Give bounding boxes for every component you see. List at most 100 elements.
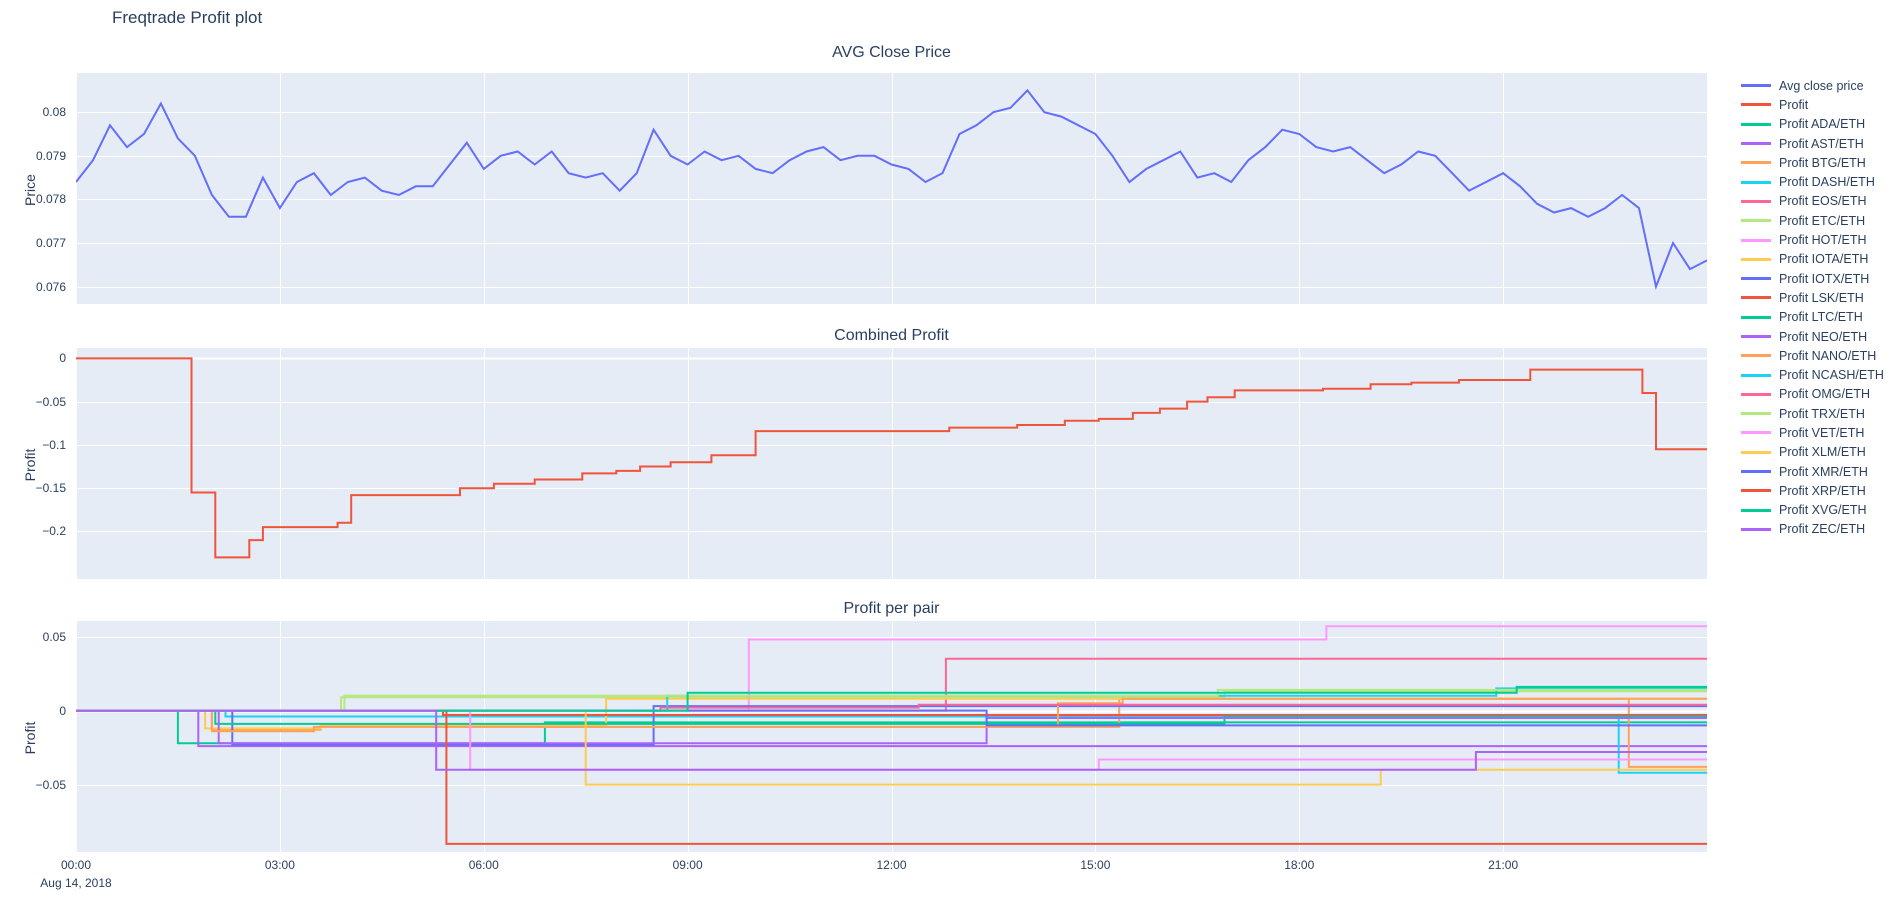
legend-label: Profit EOS/ETH	[1779, 194, 1867, 209]
legend-item-profit-etc-eth[interactable]: Profit ETC/ETH	[1741, 211, 1884, 230]
page-title: Freqtrade Profit plot	[112, 8, 263, 27]
x-tick-label: 00:00	[60, 858, 92, 872]
legend-item-profit-nano-eth[interactable]: Profit NANO/ETH	[1741, 346, 1884, 365]
legend-line-swatch	[1741, 412, 1771, 416]
legend-line-swatch	[1741, 161, 1771, 165]
legend-line-swatch	[1741, 335, 1771, 338]
legend-line-swatch	[1741, 489, 1771, 493]
legend-item-profit-eos-eth[interactable]: Profit EOS/ETH	[1741, 192, 1884, 211]
legend-line-swatch	[1741, 392, 1771, 396]
legend-item-profit-xmr-eth[interactable]: Profit XMR/ETH	[1741, 462, 1884, 481]
legend-item-profit-xvg-eth[interactable]: Profit XVG/ETH	[1741, 501, 1884, 520]
legend-item-profit-zec-eth[interactable]: Profit ZEC/ETH	[1741, 520, 1884, 539]
legend-label: Profit ADA/ETH	[1779, 117, 1866, 132]
series-line-profit-xvg-eth	[76, 685, 1707, 712]
series-line-profit-nano-eth	[76, 697, 1707, 733]
gridlines	[76, 621, 1707, 852]
x-tick-label: 12:00	[876, 858, 907, 872]
series-line-profit-dash-eth	[76, 709, 1707, 774]
x-tick-label: 09:00	[672, 858, 703, 872]
y-tick-label: −0.1	[42, 437, 66, 452]
legend-item-profit-neo-eth[interactable]: Profit NEO/ETH	[1741, 327, 1884, 346]
legend-label: Profit LSK/ETH	[1779, 290, 1864, 305]
legend-label: Profit	[1779, 97, 1809, 112]
legend-line-swatch	[1741, 103, 1771, 107]
legend-label: Profit ZEC/ETH	[1779, 522, 1866, 537]
legend-label: Profit OMG/ETH	[1779, 387, 1870, 402]
y-tick-label: −0.15	[35, 481, 66, 496]
legend-item-avg-close-price[interactable]: Avg close price	[1741, 76, 1884, 95]
legend-line-swatch	[1741, 296, 1771, 300]
gridlines	[76, 73, 1707, 304]
y-tick-label: 0	[59, 703, 66, 718]
legend-item-profit-lsk-eth[interactable]: Profit LSK/ETH	[1741, 288, 1884, 307]
legend-label: Profit NEO/ETH	[1779, 329, 1868, 344]
legend-label: Profit XRP/ETH	[1779, 483, 1866, 498]
legend-item-profit-ltc-eth[interactable]: Profit LTC/ETH	[1741, 308, 1884, 327]
legend-label: Profit AST/ETH	[1779, 136, 1864, 151]
legend-label: Profit XMR/ETH	[1779, 464, 1868, 479]
gridlines	[76, 348, 1707, 579]
x-tick-label: 21:00	[1488, 858, 1519, 872]
legend-line-swatch	[1741, 180, 1771, 184]
legend-item-profit-dash-eth[interactable]: Profit DASH/ETH	[1741, 172, 1884, 191]
y-tick-label: 0.08	[42, 105, 66, 120]
x-tick-label: 06:00	[468, 858, 499, 872]
legend-item-profit-btg-eth[interactable]: Profit BTG/ETH	[1741, 153, 1884, 172]
legend-line-swatch	[1741, 219, 1771, 223]
x-axis-date-label: Aug 14, 2018	[40, 876, 112, 890]
legend-item-profit-hot-eth[interactable]: Profit HOT/ETH	[1741, 230, 1884, 249]
legend-item-profit-xlm-eth[interactable]: Profit XLM/ETH	[1741, 443, 1884, 462]
series-line-profit-zec-eth	[76, 709, 1707, 771]
legend-line-swatch	[1741, 470, 1771, 474]
legend-item-profit-iotx-eth[interactable]: Profit IOTX/ETH	[1741, 269, 1884, 288]
chart-title-combined-profit: Combined Profit	[834, 327, 949, 344]
legend-line-swatch	[1741, 277, 1771, 281]
legend-label: Profit IOTA/ETH	[1779, 252, 1869, 267]
legend-label: Profit DASH/ETH	[1779, 175, 1875, 190]
legend-line-swatch	[1741, 142, 1771, 146]
legend-label: Profit NANO/ETH	[1779, 348, 1877, 363]
y-tick-label: −0.2	[42, 524, 66, 539]
legend: Avg close price Profit Profit ADA/ETH Profi…	[1741, 76, 1884, 539]
legend-item-profit-omg-eth[interactable]: Profit OMG/ETH	[1741, 385, 1884, 404]
legend-label: Profit XVG/ETH	[1779, 503, 1867, 518]
legend-line-swatch	[1741, 238, 1771, 242]
y-tick-label: 0.076	[35, 279, 66, 294]
legend-label: Avg close price	[1779, 78, 1864, 93]
combined-profit-plot[interactable]	[76, 348, 1707, 579]
legend-line-swatch	[1741, 431, 1771, 435]
profit-per-pair-plot[interactable]	[76, 621, 1707, 852]
y-tick-label: 0	[59, 351, 66, 366]
legend-item-profit[interactable]: Profit	[1741, 95, 1884, 114]
series-line-profit	[76, 357, 1707, 559]
legend-label: Profit IOTX/ETH	[1779, 271, 1870, 286]
legend-label: Profit BTG/ETH	[1779, 155, 1866, 170]
legend-label: Profit ETC/ETH	[1779, 213, 1866, 228]
legend-line-swatch	[1741, 450, 1771, 454]
legend-label: Profit XLM/ETH	[1779, 445, 1866, 460]
x-tick-label: 03:00	[264, 858, 295, 872]
legend-line-swatch	[1741, 84, 1771, 88]
legend-item-profit-vet-eth[interactable]: Profit VET/ETH	[1741, 423, 1884, 442]
legend-label: Profit TRX/ETH	[1779, 406, 1865, 421]
legend-item-profit-iota-eth[interactable]: Profit IOTA/ETH	[1741, 250, 1884, 269]
legend-label: Profit LTC/ETH	[1779, 310, 1863, 325]
legend-item-profit-ada-eth[interactable]: Profit ADA/ETH	[1741, 115, 1884, 134]
series-line-profit-vet-eth	[76, 709, 1707, 771]
y-tick-label: 0.079	[35, 148, 66, 163]
series-line-profit-btg-eth	[76, 697, 1707, 768]
y-tick-label: −0.05	[35, 394, 66, 409]
legend-line-swatch	[1741, 354, 1771, 358]
x-tick-label: 18:00	[1284, 858, 1315, 872]
avg-close-price-plot[interactable]	[76, 73, 1707, 304]
legend-item-profit-trx-eth[interactable]: Profit TRX/ETH	[1741, 404, 1884, 423]
legend-line-swatch	[1741, 373, 1771, 377]
legend-item-profit-xrp-eth[interactable]: Profit XRP/ETH	[1741, 481, 1884, 500]
legend-item-profit-ncash-eth[interactable]: Profit NCASH/ETH	[1741, 365, 1884, 384]
legend-line-swatch	[1741, 122, 1771, 126]
legend-line-swatch	[1741, 508, 1771, 512]
legend-line-swatch	[1741, 257, 1771, 261]
legend-item-profit-ast-eth[interactable]: Profit AST/ETH	[1741, 134, 1884, 153]
y-tick-label: 0.077	[35, 235, 66, 250]
